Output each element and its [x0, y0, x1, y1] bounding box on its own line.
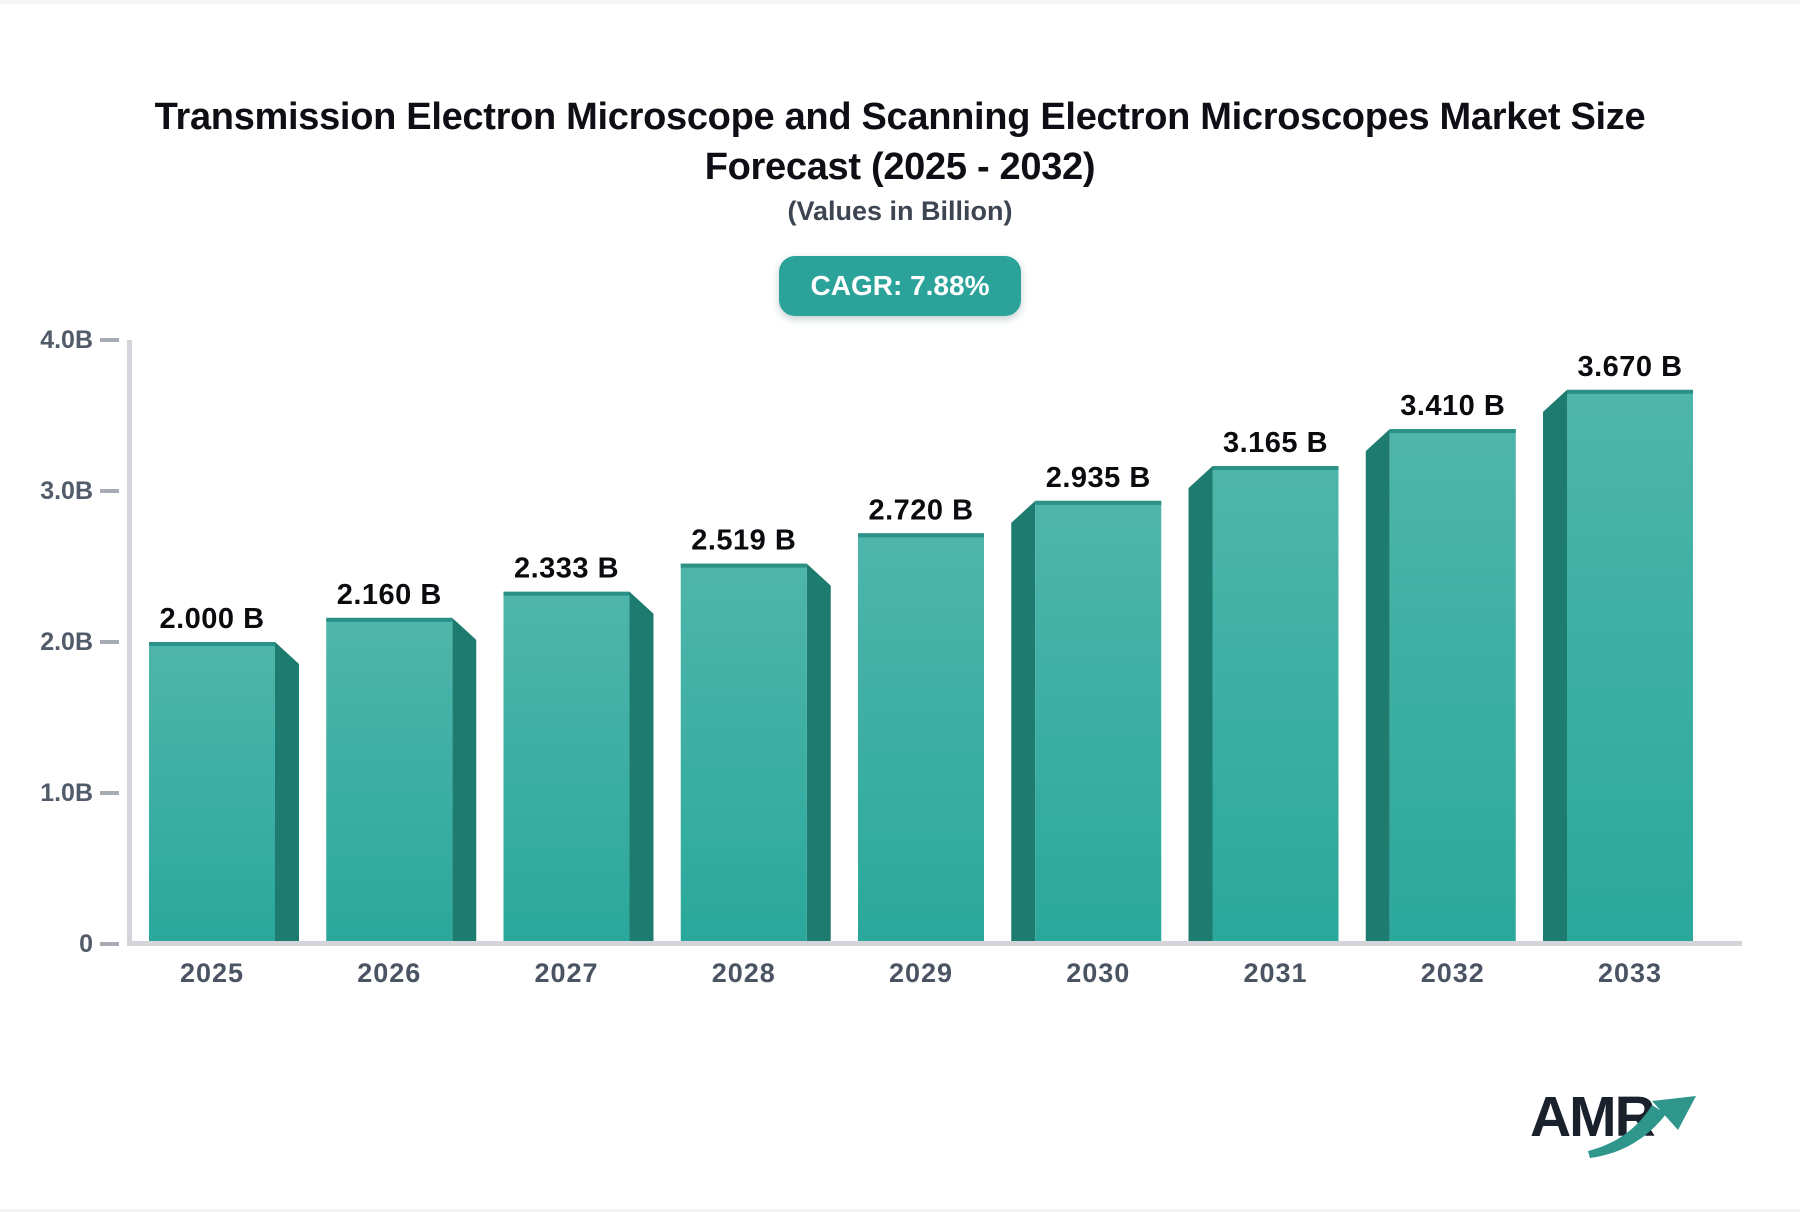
chart-subtitle: (Values in Billion): [787, 196, 1013, 226]
bar-top-edge: [1035, 500, 1162, 505]
labels-layer: 2.000 B 2025 2.160 B 2026 2.333 B 2027 2.519 B…: [40, 326, 1682, 988]
y-tick-mark: [100, 791, 119, 795]
x-tick-label: 2026: [357, 958, 421, 988]
bar-value-label: 2.333 B: [514, 553, 619, 585]
y-axis-line: [127, 340, 132, 946]
bar-2033: [1567, 389, 1693, 945]
bar-value-label: 2.160 B: [337, 579, 442, 611]
y-tick-label: 4.0B: [40, 326, 93, 354]
y-tick-mark: [100, 338, 119, 342]
x-tick-label: 2029: [889, 958, 953, 988]
bar-value-label: 3.670 B: [1577, 351, 1682, 383]
bar-value-label: 2.519 B: [691, 525, 796, 557]
bars-layer: [149, 389, 1693, 945]
bar-top-edge: [680, 563, 807, 568]
growth-arrow-icon: [1588, 1096, 1696, 1158]
bar-side-face: [1011, 500, 1036, 944]
y-tick-label: 1.0B: [40, 779, 93, 807]
y-tick-mark: [100, 489, 119, 493]
page-title-line2: Forecast (2025 - 2032): [704, 146, 1096, 188]
growth-arrow-swoosh: [1588, 1105, 1666, 1158]
bar-value-label: 3.165 B: [1223, 427, 1328, 459]
bar-top-edge: [1567, 389, 1693, 394]
page-title: Transmission Electron Microscope and Sca…: [0, 92, 1800, 192]
bottom-edge-strip: [0, 1209, 1800, 1212]
bar-side-face: [452, 617, 477, 944]
x-axis-line: [127, 941, 1742, 946]
y-tick-mark: [100, 640, 119, 644]
y-tick-label: 3.0B: [40, 477, 93, 505]
bar-side-face: [1365, 429, 1390, 945]
bar-2026: [326, 617, 453, 944]
x-tick-label: 2028: [712, 958, 776, 988]
bar-top-edge: [503, 591, 630, 596]
bar-2029: [858, 533, 984, 944]
growth-arrow-head: [1652, 1096, 1696, 1130]
bar-value-label: 3.410 B: [1400, 390, 1505, 422]
y-tick-mark: [100, 942, 119, 946]
bar-top-edge: [326, 617, 453, 622]
x-tick-label: 2031: [1243, 958, 1307, 988]
x-tick-label: 2027: [534, 958, 598, 988]
y-tick-label: 2.0B: [40, 628, 93, 656]
bar-top-edge: [1212, 466, 1339, 471]
x-tick-label: 2033: [1598, 958, 1662, 988]
bar-side-face: [1188, 466, 1213, 944]
x-tick-label: 2030: [1066, 958, 1130, 988]
x-tick-label: 2032: [1421, 958, 1485, 988]
bar-side-face: [275, 642, 299, 944]
bar-top-edge: [149, 642, 275, 646]
bar-2030: [1035, 500, 1162, 944]
bar-top-edge: [1389, 429, 1516, 434]
amr-logo: AMR: [1530, 1088, 1710, 1168]
x-tick-label: 2025: [180, 958, 244, 988]
axes-layer: [100, 338, 1742, 946]
bar-value-label: 2.935 B: [1046, 462, 1151, 494]
cagr-badge: CAGR: 7.88%: [778, 256, 1022, 316]
bar-value-label: 2.000 B: [159, 603, 264, 635]
bar-2025: [149, 642, 275, 944]
top-edge-strip: [0, 0, 1800, 4]
bar-2031: [1212, 466, 1339, 944]
bar-2032: [1389, 429, 1516, 945]
bar-side-face: [806, 563, 831, 944]
bar-side-face: [629, 591, 654, 944]
cagr-badge-row: CAGR: 7.88%: [0, 256, 1800, 316]
y-tick-label: 0: [79, 930, 93, 958]
bar-2028: [680, 563, 807, 944]
bar-2027: [503, 591, 630, 944]
bar-side-face: [1543, 389, 1567, 945]
bar-top-edge: [858, 533, 984, 538]
bar-value-label: 2.720 B: [868, 494, 973, 526]
page-title-line1: Transmission Electron Microscope and Sca…: [154, 96, 1646, 138]
